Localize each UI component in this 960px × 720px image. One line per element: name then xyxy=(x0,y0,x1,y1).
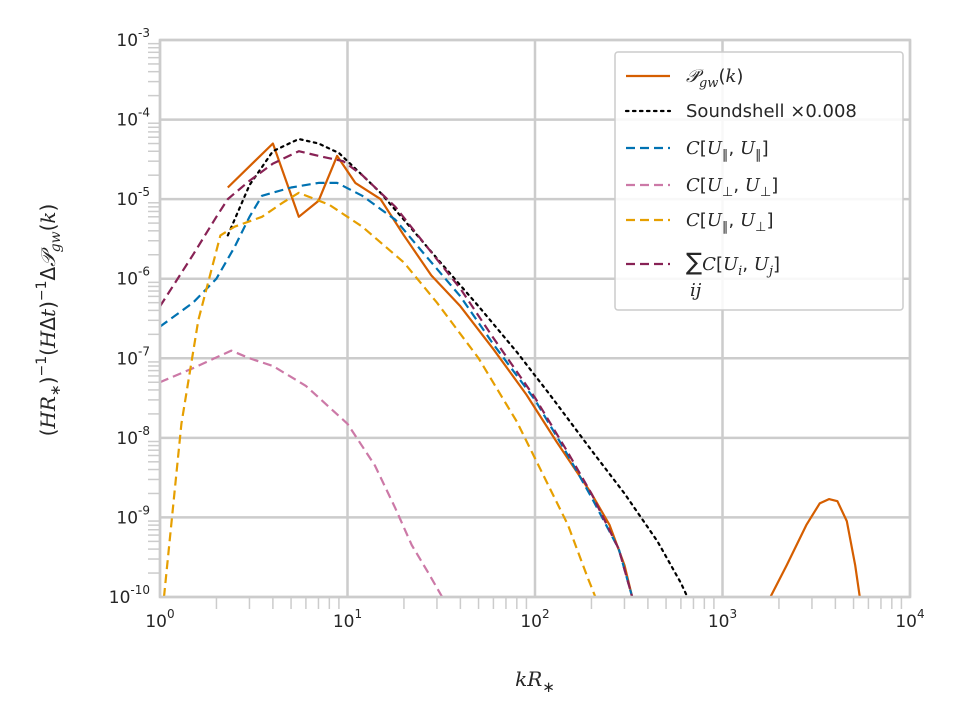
y-tick-label: 10-4 xyxy=(116,106,150,131)
series-line-2 xyxy=(160,181,634,597)
series-line-3 xyxy=(160,349,444,597)
legend-label-sum-index: ij xyxy=(690,280,702,301)
x-tick-label: 103 xyxy=(708,607,737,632)
series-line-4 xyxy=(162,191,597,597)
y-tick-label: 10-7 xyxy=(116,344,150,369)
legend-label-soundshell: Soundshell ×0.008 xyxy=(686,101,857,122)
x-tick-label: 100 xyxy=(145,607,174,632)
legend: 𝒫̇gw(k) Soundshell ×0.008 C[U∥, U∥] C[U⊥… xyxy=(614,51,904,311)
y-tick-label: 10-9 xyxy=(116,503,150,528)
minor-ticks xyxy=(148,42,903,609)
y-tick-labels: 10-10 10-9 10-8 10-7 10-6 10-5 10-4 10-3 xyxy=(109,26,150,608)
y-tick-label: 10-3 xyxy=(116,26,150,51)
y-tick-label: 10-8 xyxy=(116,424,150,449)
x-tick-label: 101 xyxy=(333,607,362,632)
plot-frame xyxy=(158,38,912,599)
series-line-0 xyxy=(769,498,861,597)
legend-label-sum: ∑C[Ui, Uj] xyxy=(686,248,780,279)
y-tick-label: 10-5 xyxy=(116,185,150,210)
series-line-5 xyxy=(160,150,634,597)
series-layer xyxy=(160,137,861,597)
x-tick-label: 102 xyxy=(520,607,549,632)
x-tick-labels: 100 101 102 103 104 xyxy=(145,607,924,632)
x-tick-label: 104 xyxy=(895,607,924,632)
y-tick-label: 10-6 xyxy=(116,265,150,290)
y-axis-label: (HR∗)−1(HΔt)−1Δ𝒫gw(k) xyxy=(34,204,64,437)
legend-box xyxy=(614,51,904,311)
y-tick-label: 10-10 xyxy=(109,583,150,608)
x-axis-label: kR∗ xyxy=(515,667,555,696)
legend-label-c-par-perp: C[U∥, U⊥] xyxy=(686,210,773,235)
